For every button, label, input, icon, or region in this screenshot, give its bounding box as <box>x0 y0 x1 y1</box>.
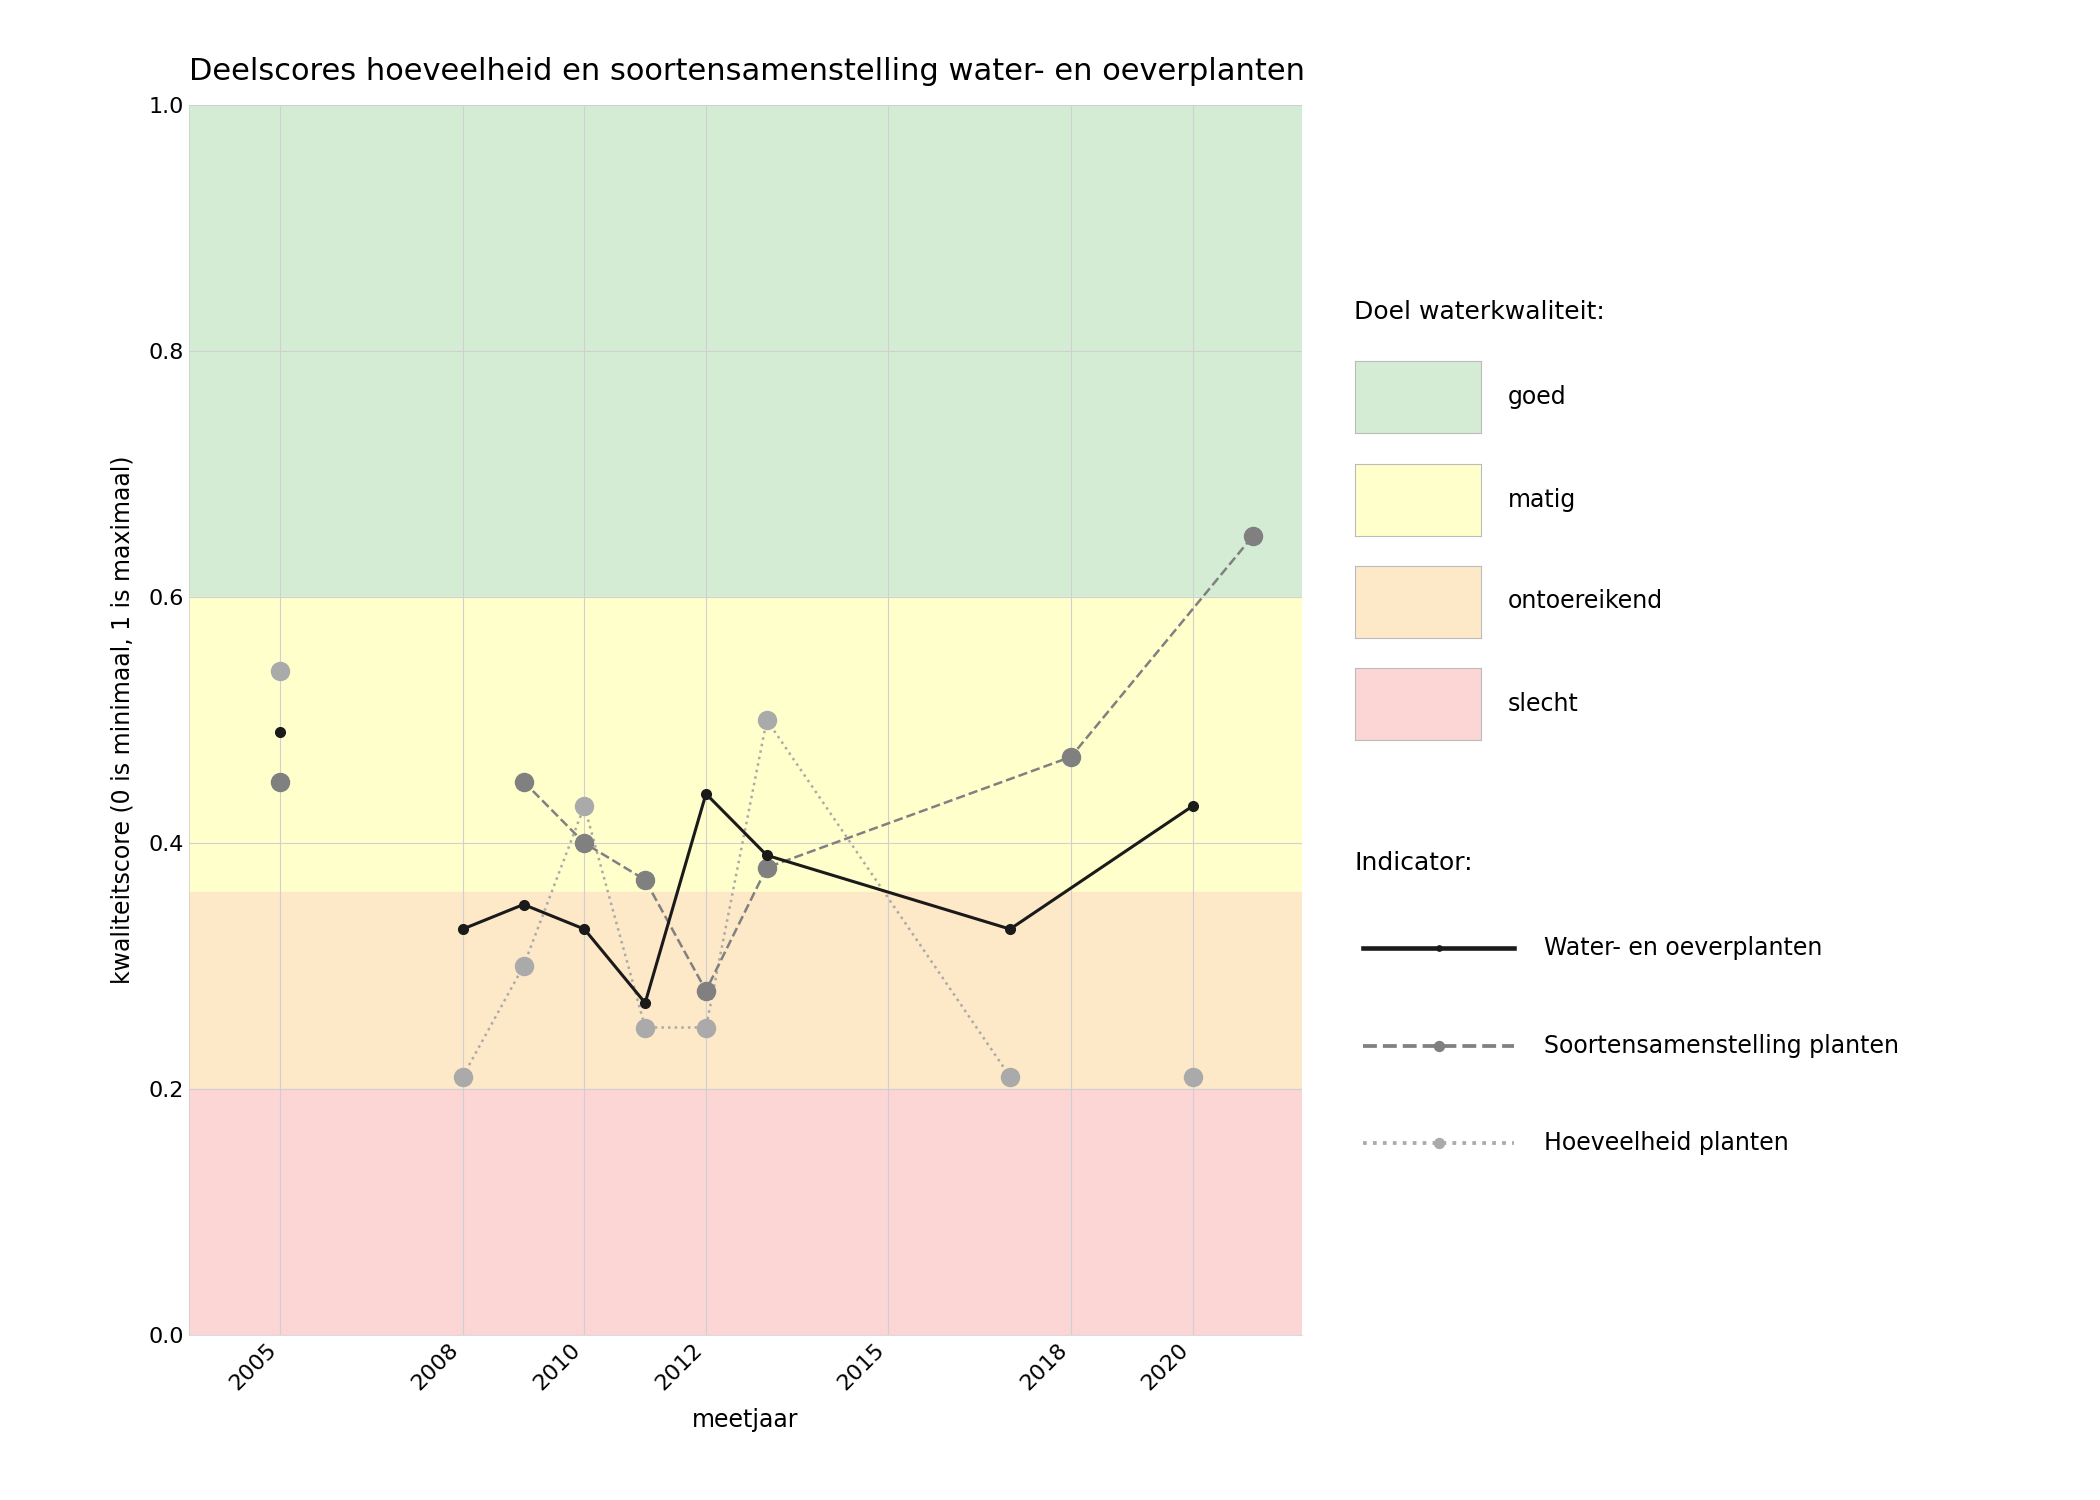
Text: matig: matig <box>1508 488 1575 512</box>
Text: slecht: slecht <box>1508 692 1579 715</box>
Bar <box>189 597 1302 892</box>
Text: Deelscores hoeveelheid en soortensamenstelling water- en oeverplanten: Deelscores hoeveelheid en soortensamenst… <box>189 57 1304 86</box>
Text: ontoereikend: ontoereikend <box>1508 590 1663 613</box>
Text: Water- en oeverplanten: Water- en oeverplanten <box>1544 936 1823 960</box>
Bar <box>189 892 1302 1089</box>
Bar <box>189 1089 1302 1335</box>
X-axis label: meetjaar: meetjaar <box>693 1408 798 1432</box>
Y-axis label: kwaliteitscore (0 is minimaal, 1 is maximaal): kwaliteitscore (0 is minimaal, 1 is maxi… <box>111 456 134 984</box>
Text: goed: goed <box>1508 386 1567 410</box>
Bar <box>189 105 1302 597</box>
Text: Hoeveelheid planten: Hoeveelheid planten <box>1544 1131 1789 1155</box>
Text: Soortensamenstelling planten: Soortensamenstelling planten <box>1544 1034 1898 1058</box>
Text: Indicator:: Indicator: <box>1354 850 1472 874</box>
Text: Doel waterkwaliteit:: Doel waterkwaliteit: <box>1354 300 1604 324</box>
